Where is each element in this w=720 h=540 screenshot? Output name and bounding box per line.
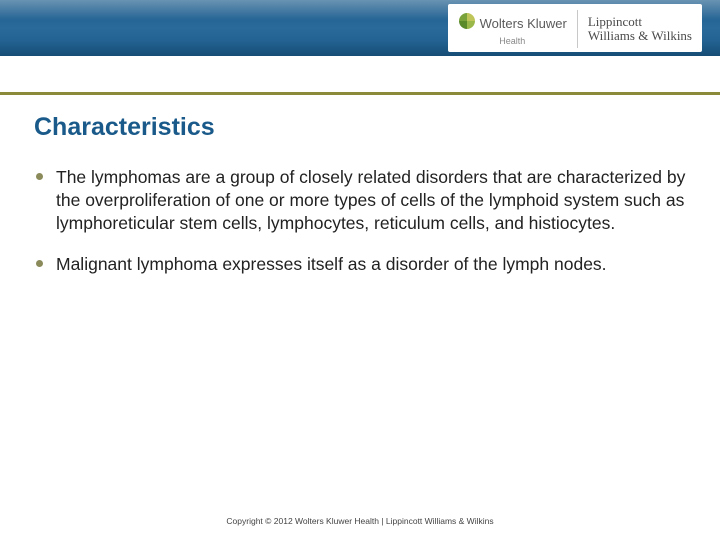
bullet-icon: [36, 260, 43, 267]
wolters-kluwer-icon: [458, 12, 476, 35]
brand-left: Wolters Kluwer Health: [458, 12, 577, 46]
header-bar: Wolters Kluwer Health Lippincott William…: [0, 0, 720, 56]
brand-block: Wolters Kluwer Health Lippincott William…: [448, 4, 702, 52]
bullet-list: The lymphomas are a group of closely rel…: [34, 166, 686, 276]
brand-right: Lippincott Williams & Wilkins: [578, 15, 692, 44]
footer-copyright: Copyright © 2012 Wolters Kluwer Health |…: [0, 516, 720, 526]
page-title: Characteristics: [34, 113, 686, 142]
brand-right-top: Lippincott: [588, 15, 692, 29]
content-area: Characteristics The lymphomas are a grou…: [0, 95, 720, 276]
brand-left-row: Wolters Kluwer: [458, 12, 567, 35]
bullet-text: Malignant lymphoma expresses itself as a…: [56, 254, 607, 274]
brand-left-sub: Health: [499, 36, 525, 46]
brand-right-bot: Williams & Wilkins: [588, 29, 692, 43]
list-item: Malignant lymphoma expresses itself as a…: [34, 253, 686, 276]
list-item: The lymphomas are a group of closely rel…: [34, 166, 686, 235]
bullet-text: The lymphomas are a group of closely rel…: [56, 167, 685, 233]
bullet-icon: [36, 173, 43, 180]
brand-left-name: Wolters Kluwer: [480, 16, 567, 31]
